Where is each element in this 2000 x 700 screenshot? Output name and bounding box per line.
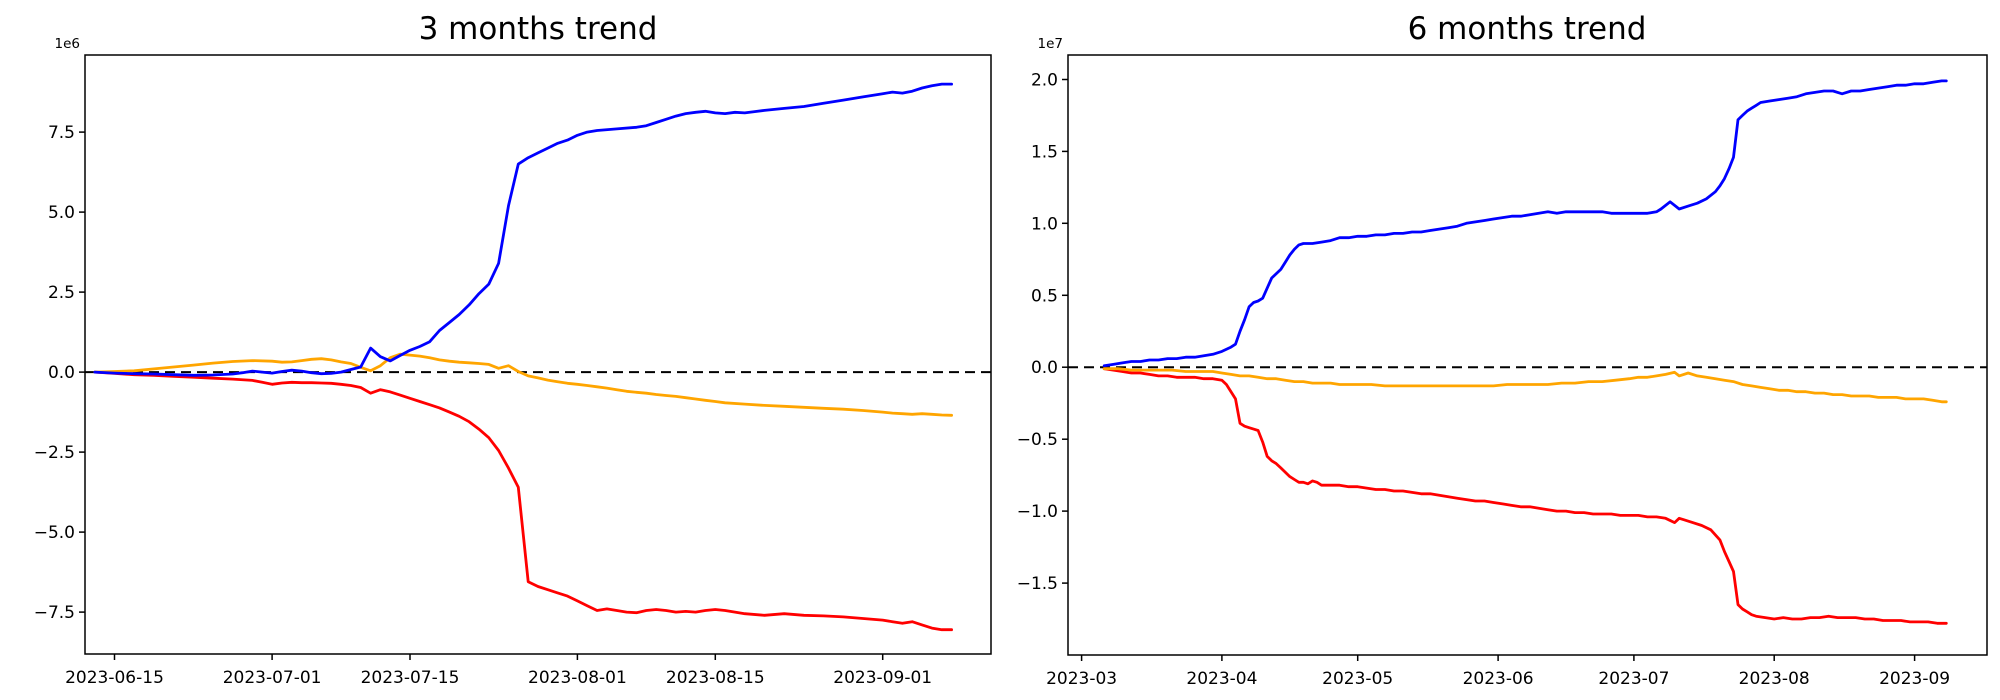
y-tick-label: −0.5 [1017, 430, 1058, 450]
y-tick-label: 2.5 [48, 283, 75, 303]
series-blue-line [93, 82, 953, 377]
x-tick-label: 2023-07-15 [361, 668, 460, 688]
y-tick-label: 1.5 [1031, 142, 1058, 162]
series-blue-line [1102, 79, 1948, 368]
series-orange-line [93, 352, 953, 417]
y-tick-label: 2.0 [1031, 71, 1058, 91]
plot-border [84, 54, 992, 655]
y-tick-label: −7.5 [34, 603, 75, 623]
x-tick-label: 2023-05 [1322, 669, 1393, 689]
x-axis: 2023-06-15 2023-07-01 2023-07-15 2023-08-01… [65, 654, 932, 688]
y-tick-label: 5.0 [48, 203, 75, 223]
x-tick-label: 2023-03 [1046, 669, 1117, 689]
y-axis: 2.0 1.5 1.0 0.5 0.0 −0.5 −1.0 −1.5 [1017, 71, 1068, 594]
y-tick-label: 0.0 [48, 363, 75, 383]
x-tick-label: 2023-09 [1879, 669, 1950, 689]
x-tick-label: 2023-04 [1186, 669, 1257, 689]
y-tick-label: 1.0 [1031, 214, 1058, 234]
series-red-line [1102, 367, 1948, 625]
y-tick-label: −5.0 [34, 523, 75, 543]
x-tick-label: 2023-08-15 [666, 668, 765, 688]
series-red-line [93, 370, 953, 632]
x-tick-label: 2023-07 [1598, 669, 1669, 689]
y-axis: 7.5 5.0 2.5 0.0 −2.5 −5.0 −7.5 [34, 123, 85, 623]
plot-border [1067, 54, 1988, 656]
chart-title-6-months: 6 months trend [1408, 11, 1647, 47]
y-tick-label: −1.5 [1017, 574, 1058, 594]
x-tick-label: 2023-08 [1739, 669, 1810, 689]
y-tick-label: 0.0 [1031, 358, 1058, 378]
y-tick-label: 0.5 [1031, 286, 1058, 306]
x-tick-label: 2023-07-01 [223, 668, 322, 688]
chart-3-months-trend: 2023-06-15 2023-07-01 2023-07-15 2023-08-01… [34, 11, 992, 688]
x-tick-label: 2023-09-01 [833, 668, 932, 688]
plot-area-3-months: 2023-06-15 2023-07-01 2023-07-15 2023-08-01… [34, 54, 992, 688]
plot-area-6-months: 2023-03 2023-04 2023-05 2023-06 2023-07 2023-… [1017, 54, 1988, 689]
x-tick-label: 2023-06 [1463, 669, 1534, 689]
y-axis-offset-label-1e6: 1e6 [55, 36, 80, 52]
y-axis-offset-label-1e7: 1e7 [1038, 36, 1063, 52]
x-tick-label: 2023-06-15 [65, 668, 164, 688]
chart-title-3-months: 3 months trend [419, 11, 658, 47]
x-tick-label: 2023-08-01 [528, 668, 627, 688]
y-tick-label: −2.5 [34, 443, 75, 463]
chart-6-months-trend: 2023-03 2023-04 2023-05 2023-06 2023-07 2023-… [1017, 11, 1988, 689]
y-tick-label: 7.5 [48, 123, 75, 143]
y-tick-label: −1.0 [1017, 502, 1058, 522]
x-axis: 2023-03 2023-04 2023-05 2023-06 2023-07 2023-… [1046, 655, 1950, 689]
series-orange-line [1102, 367, 1948, 404]
